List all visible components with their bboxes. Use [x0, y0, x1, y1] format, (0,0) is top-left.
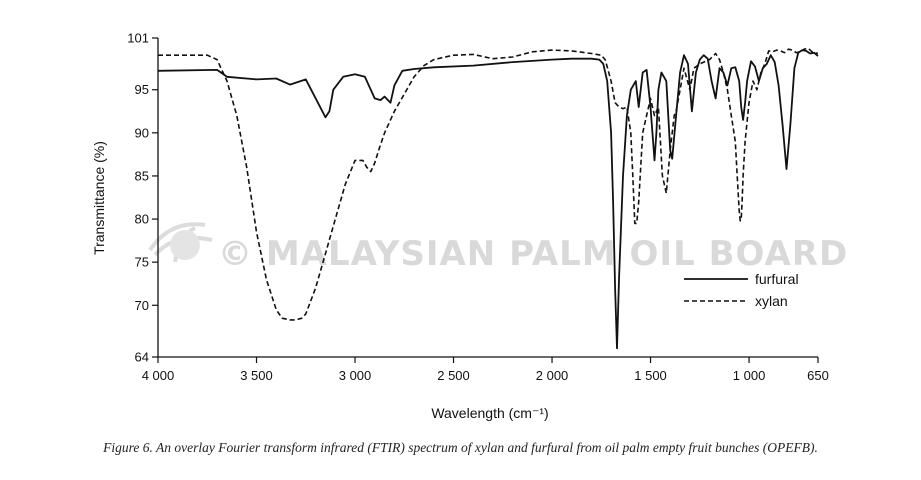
- y-tick-label: 64: [135, 350, 149, 365]
- y-tick-label: 80: [135, 212, 149, 227]
- palm-logo-icon: [148, 222, 213, 263]
- watermark: © MALAYSIAN PALM OIL BOARD: [148, 222, 848, 274]
- series-line-furfural: [157, 49, 819, 350]
- x-tick-label: 3 500: [240, 368, 273, 383]
- y-tick-label: 70: [135, 298, 149, 313]
- y-axis-title: Transmittance (%): [91, 141, 107, 255]
- figure-caption: Figure 6. An overlay Fourier transform i…: [103, 440, 818, 455]
- y-tick-label: 90: [135, 125, 149, 140]
- x-tick-label: 1 500: [634, 368, 667, 383]
- x-tick-label: 4 000: [142, 368, 175, 383]
- x-tick-label: 3 000: [339, 368, 372, 383]
- ftir-chart: © MALAYSIAN PALM OIL BOARD 64 70 75 80 85 90 9…: [91, 31, 848, 422]
- legend-label-furfural: furfural: [755, 271, 799, 287]
- y-tick-label: 101: [127, 31, 149, 46]
- series-line-xylan: [158, 47, 819, 321]
- series-layer: [157, 47, 819, 350]
- x-tick-label: 1 000: [733, 368, 766, 383]
- y-tick-label: 85: [135, 168, 149, 183]
- y-tick-label: 95: [135, 82, 149, 97]
- axes: 64 70 75 80 85 90 95 101 4 000 3 500 3 000 2 500 2 0…: [127, 31, 829, 384]
- legend-label-xylan: xylan: [755, 293, 788, 309]
- x-tick-label: 2 000: [536, 368, 569, 383]
- x-tick-label: 2 500: [437, 368, 470, 383]
- y-tick-label: 75: [135, 255, 149, 270]
- watermark-text: © MALAYSIAN PALM OIL BOARD: [218, 234, 848, 274]
- x-axis-title: Wavelength (cm⁻¹): [431, 405, 548, 421]
- x-tick-label: 650: [807, 368, 829, 383]
- legend: furfural xylan: [684, 271, 799, 309]
